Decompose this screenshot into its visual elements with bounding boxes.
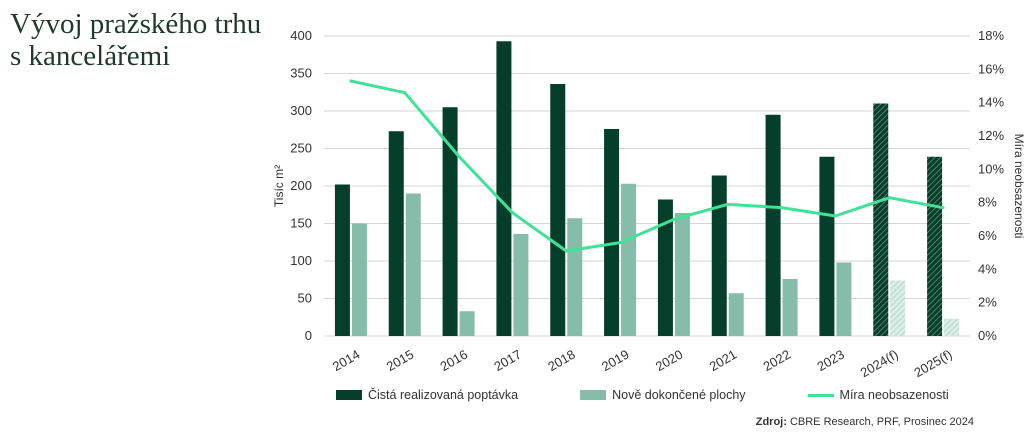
- x-tick-label: 2024(f): [858, 347, 901, 381]
- legend: Čistá realizovaná poptávka Nově dokončen…: [336, 388, 949, 402]
- bar-completions: [513, 234, 529, 336]
- y-right-tick-label: 12%: [978, 128, 1004, 143]
- y-tick-label: 200: [290, 178, 312, 193]
- bar-demand: [765, 114, 781, 336]
- vacancy-point: [457, 154, 461, 158]
- y-right-tick-label: 16%: [978, 61, 1004, 76]
- bars: [334, 41, 960, 336]
- y-right-tick-label: 4%: [978, 261, 997, 276]
- bar-completions: [351, 223, 367, 336]
- legend-label-demand: Čistá realizovaná poptávka: [368, 388, 519, 402]
- vacancy-point: [672, 217, 676, 221]
- y-tick-label: 300: [290, 103, 312, 118]
- y-right-tick-label: 14%: [978, 95, 1004, 110]
- legend-item-vacancy: Míra neobsazenosti: [807, 388, 949, 402]
- bar-completions: [836, 262, 852, 336]
- bar-demand: [388, 131, 404, 336]
- vacancy-point: [510, 211, 514, 215]
- vacancy-line: [349, 79, 945, 253]
- x-tick-label: 2017: [491, 347, 524, 374]
- legend-item-demand: Čistá realizovaná poptávka: [336, 388, 518, 402]
- vacancy-line-layer: [349, 79, 945, 253]
- bar-demand: [334, 184, 350, 336]
- source-note: Zdroj: CBRE Research, PRF, Prosinec 2024: [756, 416, 974, 428]
- y-right-tick-label: 0%: [978, 328, 997, 343]
- y-tick-label: 150: [290, 216, 312, 231]
- left-axis-ticks: 0 50 100 150 200 250 300 350 400: [290, 28, 312, 343]
- title-line-2: s kancelářemi: [10, 40, 171, 72]
- bar-completions: [567, 218, 583, 336]
- source-text: CBRE Research, PRF, Prosinec 2024: [786, 416, 974, 428]
- x-tick-label: 2025(f): [911, 347, 954, 381]
- y-right-tick-label: 6%: [978, 228, 997, 243]
- right-axis-ticks: 0% 2% 4% 6% 8% 10% 12% 14% 16% 18%: [978, 28, 1004, 343]
- page-title: Vývoj pražského trhu s kancelářemi: [10, 8, 290, 72]
- legend-swatch-completions: [580, 390, 607, 400]
- x-tick-label: 2018: [545, 347, 578, 374]
- y-tick-label: 350: [290, 66, 312, 81]
- bar-demand: [604, 129, 620, 336]
- y-right-tick-label: 8%: [978, 195, 997, 210]
- y-right-tick-label: 10%: [978, 161, 1004, 176]
- title-line-1: Vývoj pražského trhu: [10, 8, 262, 40]
- vacancy-point: [833, 214, 837, 218]
- bar-demand: [873, 103, 889, 336]
- vacancy-point: [564, 249, 568, 253]
- source-label: Zdroj:: [755, 416, 787, 428]
- x-tick-label: 2016: [438, 347, 471, 374]
- x-tick-label: 2020: [653, 347, 686, 374]
- bar-completions: [782, 279, 798, 336]
- y-tick-label: 250: [290, 141, 312, 156]
- vacancy-point: [403, 91, 407, 95]
- vacancy-point: [887, 196, 891, 200]
- y-right-tick-label: 2%: [978, 295, 997, 310]
- y-tick-label: 100: [290, 253, 312, 268]
- x-tick-label: 2022: [761, 347, 794, 374]
- legend-swatch-demand: [336, 390, 362, 400]
- grid-lines: [324, 35, 970, 337]
- x-tick-label: 2014: [330, 347, 363, 374]
- vacancy-point: [941, 206, 945, 210]
- x-tick-label: 2015: [384, 347, 417, 374]
- bar-completions: [621, 183, 637, 336]
- legend-label-completions: Nově dokončené plochy: [612, 388, 746, 402]
- right-axis-title: Míra neobsazenosti: [1012, 134, 1024, 239]
- bar-completions: [459, 311, 475, 336]
- bar-demand: [657, 199, 673, 336]
- bar-completions: [674, 213, 690, 336]
- bar-completions: [728, 293, 744, 336]
- vacancy-point: [349, 79, 353, 83]
- bar-completions: [405, 193, 421, 336]
- bar-completions: [890, 280, 906, 336]
- legend-swatch-vacancy: [807, 393, 834, 397]
- x-tick-label: 2019: [599, 347, 632, 374]
- bar-demand: [442, 107, 458, 336]
- x-tick-label: 2021: [707, 347, 740, 374]
- bar-completions: [944, 318, 960, 336]
- vacancy-point: [780, 206, 784, 210]
- x-axis-ticks: 2014 2015 2016 2017 2018 2019 2020 2021 2022 2023…: [330, 347, 955, 381]
- bar-demand: [550, 84, 566, 336]
- bar-demand: [711, 175, 727, 336]
- bar-demand: [819, 156, 835, 336]
- vacancy-point: [726, 202, 730, 206]
- y-right-tick-label: 18%: [978, 28, 1004, 43]
- bar-demand: [496, 41, 512, 336]
- x-tick-label: 2023: [814, 347, 847, 374]
- legend-item-completions: Nově dokončené plochy: [580, 388, 746, 402]
- y-tick-label: 0: [305, 328, 312, 343]
- y-tick-label: 50: [298, 291, 312, 306]
- vacancy-point: [618, 241, 622, 245]
- legend-label-vacancy: Míra neobsazenosti: [839, 388, 949, 402]
- y-tick-label: 400: [290, 28, 312, 43]
- left-axis-title: Tisíc m²: [272, 165, 286, 207]
- bar-demand: [927, 156, 943, 336]
